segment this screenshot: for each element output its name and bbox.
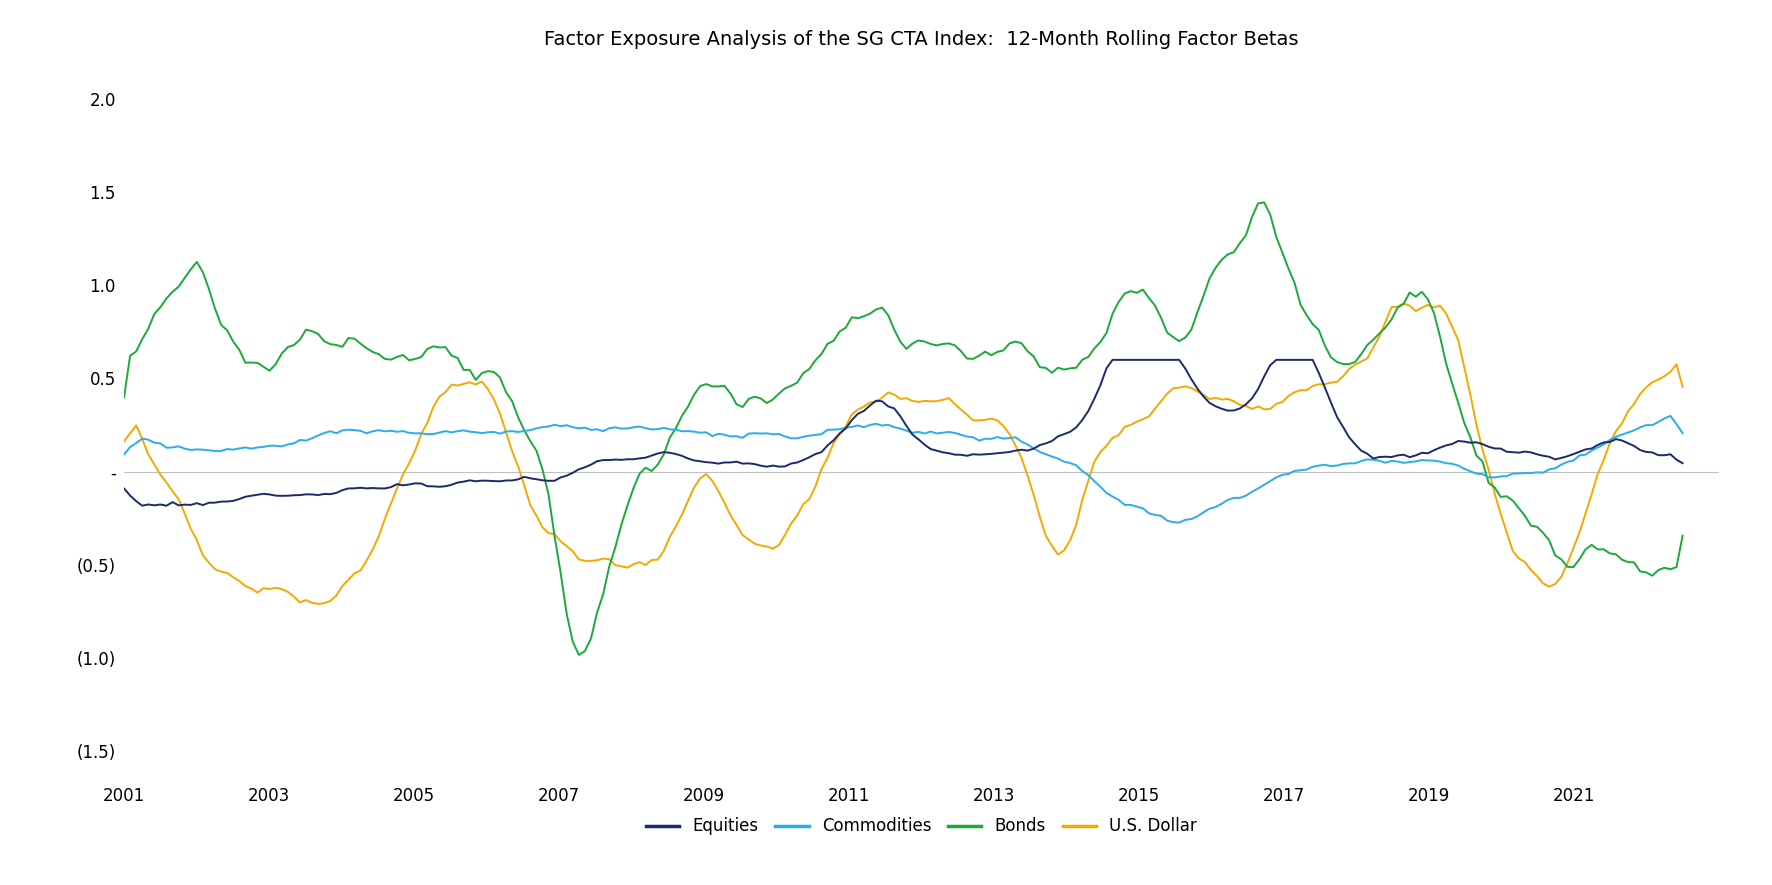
Commodities [1568, 450, 1589, 461]
U.S. Dollar [308, 598, 330, 609]
U.S. Dollar [1575, 508, 1597, 519]
Commodities [356, 428, 377, 439]
Bonds [1465, 450, 1487, 461]
Commodities [1673, 427, 1694, 438]
Commodities [1168, 517, 1189, 527]
U.S. Dollar [229, 575, 250, 586]
Equities [1465, 437, 1487, 448]
Equities [1145, 355, 1166, 366]
Equities [131, 500, 152, 511]
Equities [234, 491, 255, 502]
Line: Equities: Equities [124, 360, 1683, 505]
Equities [1673, 458, 1694, 468]
Line: Commodities: Commodities [124, 416, 1683, 522]
Commodities [1460, 466, 1481, 477]
Bonds [1138, 293, 1159, 304]
Bonds [229, 344, 250, 355]
Commodities [1132, 503, 1154, 513]
U.S. Dollar [361, 544, 383, 555]
U.S. Dollar [1138, 412, 1159, 422]
Commodities [113, 450, 135, 460]
Commodities [1660, 411, 1682, 421]
U.S. Dollar [113, 436, 135, 447]
Bonds [1673, 530, 1694, 541]
Legend: Equities, Commodities, Bonds, U.S. Dollar: Equities, Commodities, Bonds, U.S. Dolla… [640, 811, 1203, 843]
U.S. Dollar [1465, 419, 1487, 430]
Equities [113, 483, 135, 494]
Bonds [113, 392, 135, 403]
U.S. Dollar [1673, 381, 1694, 392]
Equities [950, 450, 971, 460]
U.S. Dollar [1393, 298, 1414, 309]
Line: U.S. Dollar: U.S. Dollar [124, 304, 1683, 604]
Bonds [950, 346, 971, 357]
Equities [1575, 444, 1597, 455]
Bonds [1253, 197, 1274, 208]
Equities [1102, 355, 1123, 366]
Bonds [1575, 544, 1597, 555]
Line: Bonds: Bonds [124, 203, 1683, 655]
Title: Factor Exposure Analysis of the SG CTA Index:  12-Month Rolling Factor Betas: Factor Exposure Analysis of the SG CTA I… [544, 30, 1299, 50]
U.S. Dollar [950, 404, 971, 415]
Equities [361, 482, 383, 493]
Bonds [569, 650, 590, 660]
Commodities [944, 427, 966, 438]
Commodities [229, 443, 250, 454]
Bonds [356, 343, 377, 354]
